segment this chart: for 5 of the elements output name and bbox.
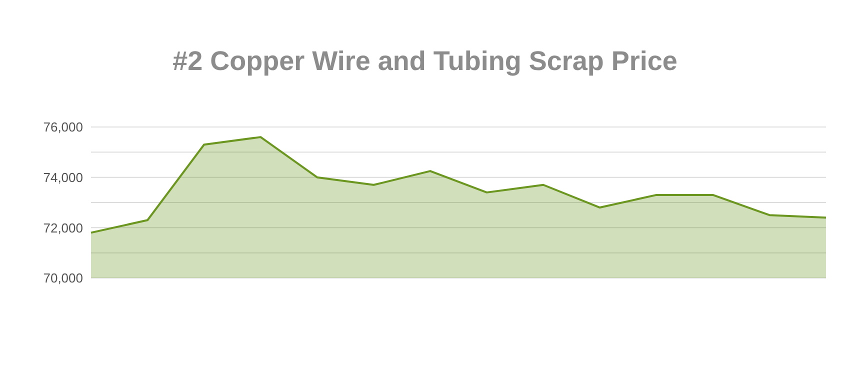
y-tick-label: 76,000 [43, 120, 83, 135]
chart-title: #2 Copper Wire and Tubing Scrap Price [172, 46, 678, 77]
text: 70,000 [43, 270, 83, 286]
y-tick-label: 72,000 [43, 220, 83, 236]
y-tick-label: 74,000 [43, 170, 83, 185]
